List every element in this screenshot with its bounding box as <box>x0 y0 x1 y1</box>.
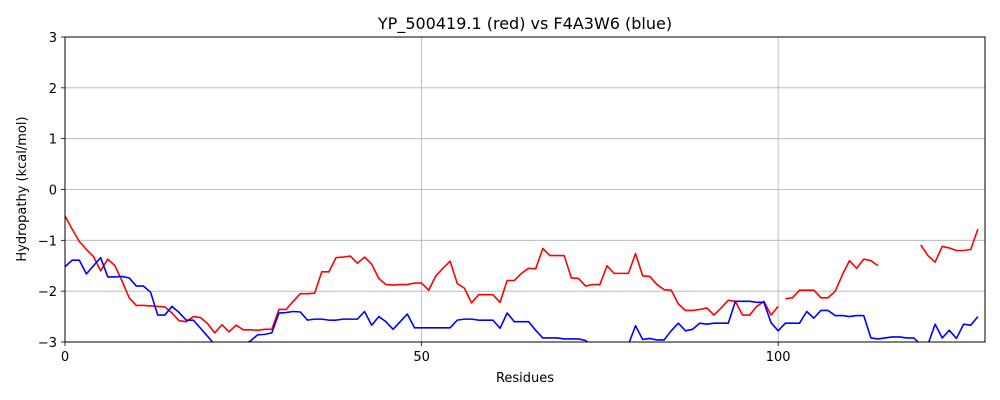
y-tick-label: 1 <box>49 133 57 148</box>
y-tick-label: 0 <box>49 184 57 199</box>
axis-ticks: −3 −2 −1 0 1 2 3 0 50 100 <box>38 31 791 365</box>
x-tick-label: 50 <box>413 350 430 365</box>
y-tick-label: −2 <box>38 285 57 300</box>
y-axis-label: Hydropathy (kcal/mol) <box>15 116 30 261</box>
x-tick-label: 100 <box>766 350 791 365</box>
y-tick-label: 2 <box>49 82 57 97</box>
series-line-blue <box>65 256 979 342</box>
chart-title: YP_500419.1 (red) vs F4A3W6 (blue) <box>377 14 672 34</box>
y-tick-label: −3 <box>38 336 57 351</box>
y-tick-label: 3 <box>49 31 57 46</box>
series-line-red <box>65 215 979 334</box>
y-tick-label: −1 <box>38 234 57 249</box>
plot-series <box>65 215 979 342</box>
x-tick-label: 0 <box>61 350 69 365</box>
x-axis-label: Residues <box>496 371 554 386</box>
